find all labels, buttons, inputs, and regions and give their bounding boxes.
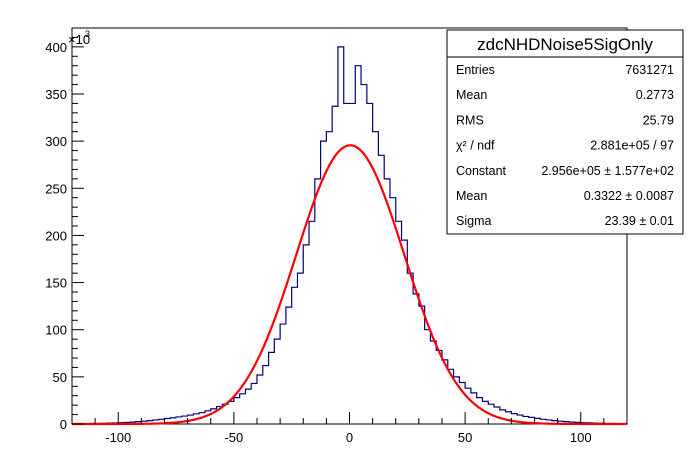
x-tick-label: 50 xyxy=(458,430,472,445)
stats-row-value: 2.956e+05 ± 1.577e+02 xyxy=(541,164,674,178)
y-tick-label: 150 xyxy=(45,276,67,291)
y-multiplier-exponent: 3 xyxy=(85,29,90,39)
histogram-series xyxy=(71,46,627,425)
stats-row-value: 0.3322 ± 0.0087 xyxy=(584,189,674,203)
stats-row-label: Entries xyxy=(456,63,495,77)
y-multiplier-label: ×10 3 xyxy=(68,29,90,47)
y-multiplier-base: ×10 xyxy=(68,32,90,47)
stats-box-frame xyxy=(446,29,684,235)
stats-row-value: 7631271 xyxy=(625,63,674,77)
y-tick-label: 100 xyxy=(45,323,67,338)
y-tick-label: 350 xyxy=(45,87,67,102)
stats-row-label: Constant xyxy=(456,164,507,178)
stats-box-title: zdcNHDNoise5SigOnly xyxy=(477,35,653,54)
stats-row-label: Mean xyxy=(456,88,487,102)
y-tick-label: 200 xyxy=(45,228,67,243)
stats-row-label: Sigma xyxy=(456,214,491,228)
stats-row-label: χ² / ndf xyxy=(456,139,495,153)
x-tick-label: -100 xyxy=(105,430,131,445)
x-tick-label: 100 xyxy=(570,430,592,445)
y-tick-label: 50 xyxy=(53,370,67,385)
axes: -100 -50 0 50 100 0 50 100 150 200 250 300 350 400 xyxy=(45,27,628,445)
stats-box: zdcNHDNoise5SigOnly Entries 7631271 Mean 0.… xyxy=(446,29,684,235)
stats-row-label: Mean xyxy=(456,189,487,203)
stats-row-value: 2.881e+05 / 97 xyxy=(590,139,674,153)
stats-row-value: 23.39 ± 0.01 xyxy=(605,214,674,228)
y-tick-label: 300 xyxy=(45,134,67,149)
y-tick-label: 400 xyxy=(45,40,67,55)
stats-row-value: 25.79 xyxy=(643,113,674,127)
histogram-line xyxy=(71,46,627,425)
stats-row-value: 0.2773 xyxy=(636,88,674,102)
y-tick-label: 0 xyxy=(60,417,67,432)
y-tick-label: 250 xyxy=(45,181,67,196)
stats-rows: Entries 7631271 Mean 0.2773 RMS 25.79 χ² / ndf… xyxy=(456,63,674,228)
x-tick-label: 0 xyxy=(346,430,353,445)
stats-row-label: RMS xyxy=(456,113,484,127)
x-tick-label: -50 xyxy=(224,430,243,445)
